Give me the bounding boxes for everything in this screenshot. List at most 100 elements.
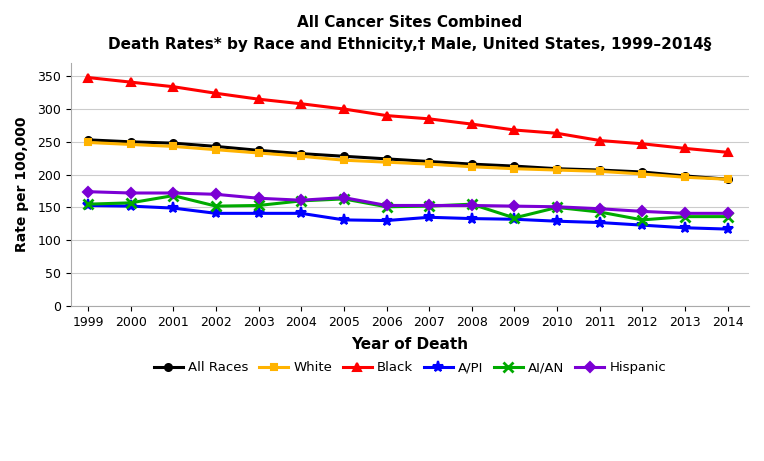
AI/AN (126, 200, 135, 206)
AI/AN (425, 203, 434, 209)
White (723, 177, 732, 182)
All Races (425, 159, 434, 164)
A/PI (296, 211, 306, 216)
Hispanic (681, 211, 690, 216)
Hispanic (425, 203, 434, 208)
All Races (681, 173, 690, 179)
Black (638, 141, 647, 147)
AI/AN (339, 196, 348, 201)
All Races (296, 151, 306, 156)
All Races (723, 177, 732, 182)
All Races (638, 169, 647, 175)
Hispanic (339, 195, 348, 201)
Black (552, 130, 562, 136)
White (339, 157, 348, 163)
A/PI (638, 222, 647, 228)
Hispanic (552, 204, 562, 210)
Hispanic (638, 209, 647, 214)
AI/AN (510, 215, 519, 221)
A/PI (552, 219, 562, 224)
Hispanic (126, 190, 135, 196)
All Races (212, 144, 221, 149)
Black (723, 149, 732, 155)
White (510, 166, 519, 171)
White (169, 144, 178, 149)
A/PI (169, 205, 178, 211)
AI/AN (212, 203, 221, 209)
Line: All Races: All Races (85, 136, 731, 183)
A/PI (382, 218, 391, 223)
Line: Hispanic: Hispanic (85, 188, 731, 217)
Black (83, 75, 92, 80)
AI/AN (83, 201, 92, 207)
White (83, 140, 92, 145)
A/PI (212, 211, 221, 216)
White (552, 167, 562, 173)
AI/AN (638, 217, 647, 223)
White (212, 147, 221, 153)
A/PI (681, 225, 690, 230)
All Races (468, 161, 477, 167)
White (296, 154, 306, 159)
Black (425, 116, 434, 122)
A/PI (254, 211, 263, 216)
Black (681, 146, 690, 151)
White (254, 150, 263, 156)
A/PI (468, 216, 477, 221)
Line: AI/AN: AI/AN (83, 191, 733, 225)
All Races (339, 154, 348, 159)
Hispanic (510, 203, 519, 209)
Hispanic (595, 206, 604, 212)
Black (296, 101, 306, 106)
A/PI (723, 226, 732, 232)
AI/AN (595, 209, 604, 215)
Black (595, 138, 604, 143)
Black (339, 106, 348, 112)
Hispanic (723, 211, 732, 216)
Black (254, 96, 263, 102)
AI/AN (681, 214, 690, 219)
A/PI (126, 203, 135, 209)
All Races (382, 156, 391, 162)
Black (212, 90, 221, 96)
Black (126, 79, 135, 85)
Black (468, 121, 477, 127)
Line: A/PI: A/PI (83, 200, 733, 235)
AI/AN (382, 204, 391, 210)
Hispanic (254, 195, 263, 201)
All Races (595, 167, 604, 173)
AI/AN (552, 205, 562, 210)
AI/AN (169, 193, 178, 198)
White (382, 160, 391, 165)
X-axis label: Year of Death: Year of Death (351, 337, 468, 352)
Hispanic (296, 197, 306, 203)
Hispanic (83, 189, 92, 195)
Black (382, 113, 391, 118)
Hispanic (212, 192, 221, 197)
All Races (510, 163, 519, 169)
Legend: All Races, White, Black, A/PI, AI/AN, Hispanic: All Races, White, Black, A/PI, AI/AN, Hi… (148, 356, 672, 380)
Title: All Cancer Sites Combined
Death Rates* by Race and Ethnicity,† Male, United Stat: All Cancer Sites Combined Death Rates* b… (108, 15, 711, 52)
White (681, 174, 690, 180)
Black (169, 84, 178, 89)
Y-axis label: Rate per 100,000: Rate per 100,000 (15, 117, 29, 252)
All Races (254, 148, 263, 153)
Line: White: White (85, 139, 731, 183)
Hispanic (468, 203, 477, 208)
All Races (126, 139, 135, 145)
White (638, 171, 647, 177)
Black (510, 127, 519, 133)
White (425, 161, 434, 167)
White (126, 142, 135, 147)
All Races (552, 166, 562, 171)
A/PI (510, 217, 519, 222)
A/PI (595, 220, 604, 225)
A/PI (83, 203, 92, 208)
A/PI (339, 217, 348, 223)
AI/AN (254, 203, 263, 208)
Hispanic (382, 203, 391, 208)
A/PI (425, 214, 434, 220)
AI/AN (723, 214, 732, 219)
Hispanic (169, 190, 178, 196)
All Races (83, 137, 92, 142)
